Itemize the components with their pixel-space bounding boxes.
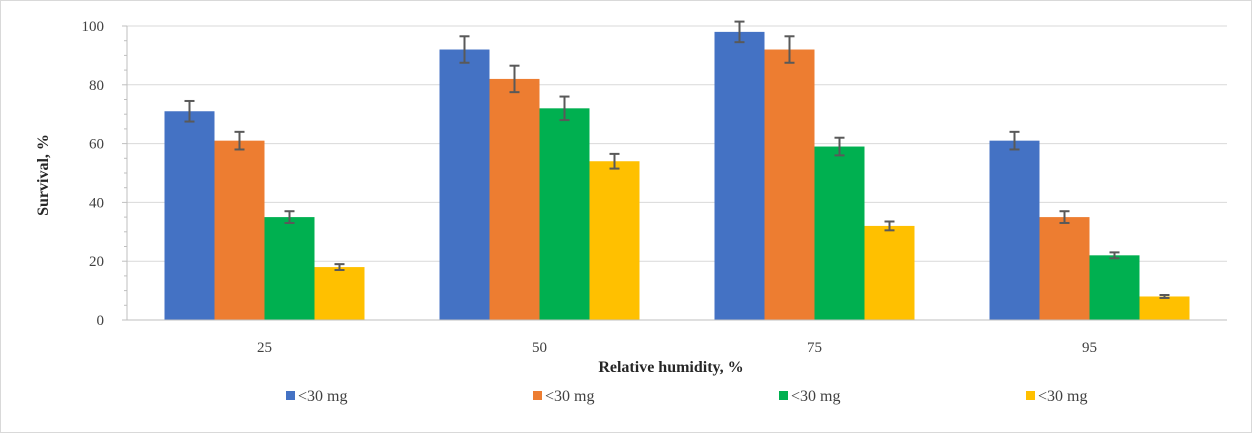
legend-swatch <box>533 391 542 400</box>
y-tick-label: 80 <box>89 78 104 94</box>
legend-label: <30 mg <box>791 388 840 405</box>
legend-item-2: <30 mg <box>533 388 594 405</box>
bar-95-series-4 <box>1139 296 1190 320</box>
bar-50-series-2 <box>489 78 540 320</box>
x-tick-label: 25 <box>257 340 272 356</box>
bar-75-series-2 <box>764 49 815 321</box>
x-axis-title: Relative humidity, % <box>598 359 743 376</box>
bar-75-series-4 <box>864 225 915 320</box>
bar-75-series-1 <box>714 31 765 320</box>
x-tick-label: 75 <box>807 340 822 356</box>
x-tick-label: 50 <box>532 340 547 356</box>
y-axis: 0 20 40 60 80 100 <box>82 19 128 329</box>
x-axis: 25 50 75 95 <box>127 319 1227 356</box>
legend-item-3: <30 mg <box>779 388 840 405</box>
legend-label: <30 mg <box>1038 388 1087 405</box>
y-tick-label: 40 <box>89 195 104 211</box>
legend-item-4: <30 mg <box>1026 388 1087 405</box>
bar-25-series-3 <box>264 217 315 320</box>
legend-swatch <box>286 391 295 400</box>
x-tick-label: 95 <box>1082 340 1097 356</box>
legend-item-1: <30 mg <box>286 388 347 405</box>
bar-50-series-3 <box>539 108 590 320</box>
bar-25-series-1 <box>164 111 215 320</box>
y-tick-label: 100 <box>82 19 105 35</box>
legend: <30 mg <30 mg <30 mg <30 mg <box>286 388 1087 405</box>
bar-25-series-2 <box>214 140 265 320</box>
bar-75-series-3 <box>814 146 865 320</box>
legend-label: <30 mg <box>298 388 347 405</box>
legend-label: <30 mg <box>545 388 594 405</box>
y-axis-title: Survival, % <box>35 134 52 216</box>
bar-95-series-1 <box>989 140 1040 320</box>
bars <box>164 31 1190 321</box>
legend-swatch <box>1026 391 1035 400</box>
bar-50-series-1 <box>439 49 490 321</box>
bar-25-series-4 <box>314 267 365 320</box>
bar-95-series-3 <box>1089 255 1140 320</box>
y-tick-label: 60 <box>89 137 104 153</box>
error-bars <box>184 20 1170 299</box>
bar-50-series-4 <box>589 161 640 320</box>
y-tick-label: 0 <box>97 313 105 329</box>
y-tick-label: 20 <box>89 254 104 270</box>
bar-95-series-2 <box>1039 217 1090 320</box>
legend-swatch <box>779 391 788 400</box>
